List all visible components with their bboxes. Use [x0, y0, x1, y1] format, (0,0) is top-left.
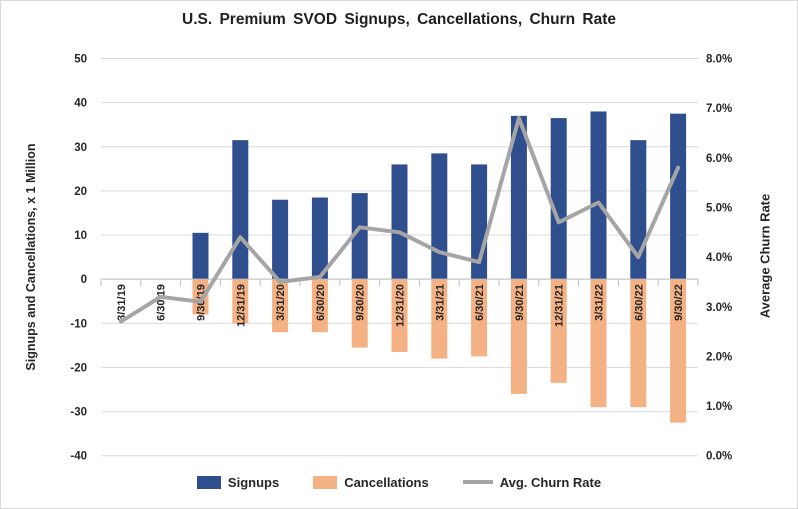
bar-cancellations: [510, 279, 527, 394]
bar-cancellations: [272, 279, 289, 333]
signups-swatch: [196, 475, 221, 489]
category-label: 9/30/20: [355, 284, 367, 321]
legend-item-signups: Signups: [196, 474, 280, 490]
left-axis-tick-label: 40: [74, 98, 87, 110]
right-axis-tick-label: 2.0%: [706, 351, 732, 363]
bar-cancellations: [550, 279, 567, 383]
legend-item-churn-rate: Avg. Churn Rate: [462, 474, 602, 490]
right-axis-tick-label: 5.0%: [706, 202, 732, 214]
bar-signups: [510, 115, 527, 280]
left-axis-tick-label: -10: [70, 318, 87, 330]
bar-cancellations: [431, 279, 448, 359]
right-axis-tick-label: 8.0%: [706, 54, 732, 66]
chart-legend: Signups Cancellations Avg. Churn Rate: [1, 467, 797, 497]
bar-signups: [391, 164, 408, 280]
category-label: 3/31/20: [275, 284, 287, 321]
left-axis-tick-label: 30: [74, 142, 87, 154]
left-axis-tick-label: 20: [74, 186, 87, 198]
bar-cancellations: [232, 279, 249, 324]
bar-cancellations: [192, 279, 209, 315]
bar-cancellations: [471, 279, 488, 357]
bar-cancellations: [670, 279, 687, 423]
left-axis-tick-label: 0: [81, 274, 87, 286]
bar-cancellations: [590, 279, 607, 408]
category-label: 6/30/20: [315, 284, 327, 321]
bar-signups: [431, 153, 448, 280]
bar-signups: [550, 118, 567, 280]
legend-label-cancellations: Cancellations: [344, 474, 429, 490]
bar-signups: [670, 113, 687, 280]
right-axis-tick-label: 0.0%: [706, 451, 732, 463]
right-axis-tick-label: 6.0%: [706, 153, 732, 165]
bar-cancellations: [630, 279, 647, 408]
bar-signups: [192, 232, 209, 280]
bar-cancellations: [311, 279, 328, 333]
bar-cancellations: [351, 279, 368, 348]
category-label: 3/31/22: [594, 284, 606, 321]
left-axis-tick-label: 10: [74, 230, 87, 242]
category-label: 6/30/21: [474, 284, 486, 321]
bar-signups: [272, 199, 289, 280]
legend-item-cancellations: Cancellations: [313, 475, 429, 490]
category-label: 6/30/19: [156, 284, 168, 321]
right-axis-tick-label: 1.0%: [706, 401, 732, 413]
category-label: 9/30/21: [514, 284, 526, 321]
category-label: 12/31/21: [554, 284, 566, 327]
cancellations-swatch: [313, 475, 338, 489]
left-axis-tick-label: -30: [70, 407, 87, 419]
legend-label-signups: Signups: [227, 474, 280, 490]
churn-line-swatch: [462, 480, 493, 484]
category-label: 3/31/19: [116, 284, 128, 321]
bar-signups: [232, 140, 249, 280]
category-label: 9/30/22: [673, 284, 685, 321]
category-label: 12/31/19: [235, 284, 247, 327]
category-label: 6/30/22: [633, 284, 645, 321]
bar-signups: [590, 111, 607, 280]
bar-signups: [351, 193, 368, 280]
category-label: 12/31/20: [395, 284, 407, 327]
churn-rate-line: [118, 116, 681, 324]
bar-cancellations: [391, 279, 408, 352]
left-axis-tick-label: -20: [70, 362, 87, 374]
left-axis-tick-label: -40: [70, 451, 87, 463]
chart-title: U.S. Premium SVOD Signups, Cancellations…: [182, 11, 616, 28]
legend-label-churn-rate: Avg. Churn Rate: [499, 474, 602, 490]
left-axis-tick-label: 50: [74, 54, 87, 66]
right-axis-tick-label: 7.0%: [706, 103, 732, 115]
category-label: 3/31/21: [434, 284, 446, 321]
right-axis-tick-label: 3.0%: [706, 302, 732, 314]
right-axis-tick-label: 4.0%: [706, 252, 732, 264]
bar-signups: [311, 197, 328, 280]
